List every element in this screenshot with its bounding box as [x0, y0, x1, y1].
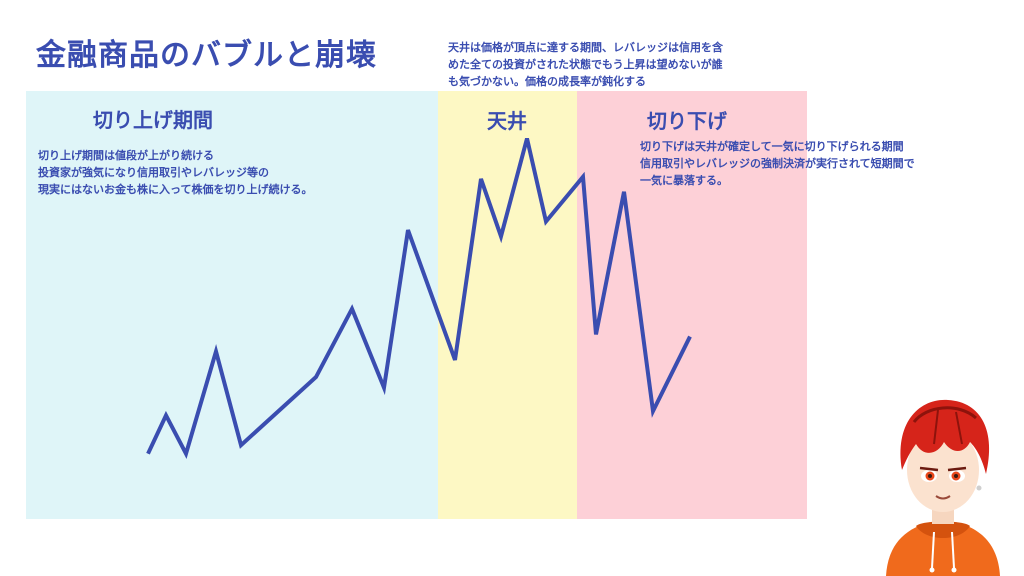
- fall-description-line: 切り下げは天井が確定して一気に切り下げられる期間: [640, 140, 904, 153]
- peak-description: 天井は価格が頂点に達する期間、レバレッジは信用を含 めた全ての投資がされた状態で…: [448, 39, 723, 90]
- rise-heading: 切り上げ期間: [93, 108, 213, 132]
- price-line: [146, 137, 692, 460]
- peak-description-line: めた全ての投資がされた状態でもう上昇は望めないが誰: [448, 58, 723, 71]
- rise-description-line: 投資家が強気になり信用取引やレバレッジ等の: [38, 166, 269, 179]
- rise-description-line: 現実にはないお金も株に入って株価を切り上げ続ける。: [38, 183, 313, 196]
- avatar-icon: [886, 399, 1000, 576]
- fall-heading: 切り下げ: [647, 109, 727, 133]
- fall-description: 切り下げは天井が確定して一気に切り下げられる期間 信用取引やレバレッジの強制決済…: [640, 138, 915, 189]
- peak-description-line: 天井は価格が頂点に達する期間、レバレッジは信用を含: [448, 41, 723, 54]
- zone-fall: [577, 91, 807, 519]
- page-title: 金融商品のバブルと崩壊: [36, 38, 377, 73]
- fall-description-line: 信用取引やレバレッジの強制決済が実行されて短期間で: [640, 157, 915, 170]
- rise-description-line: 切り上げ期間は値段が上がり続ける: [38, 149, 214, 162]
- rise-description: 切り上げ期間は値段が上がり続ける 投資家が強気になり信用取引やレバレッジ等の 現…: [38, 147, 312, 198]
- peak-description-line: も気づかない。価格の成長率が鈍化する: [448, 75, 646, 88]
- zone-rise: [26, 91, 438, 519]
- peak-heading: 天井: [487, 109, 527, 133]
- fall-description-line: 一気に暴落する。: [640, 174, 728, 187]
